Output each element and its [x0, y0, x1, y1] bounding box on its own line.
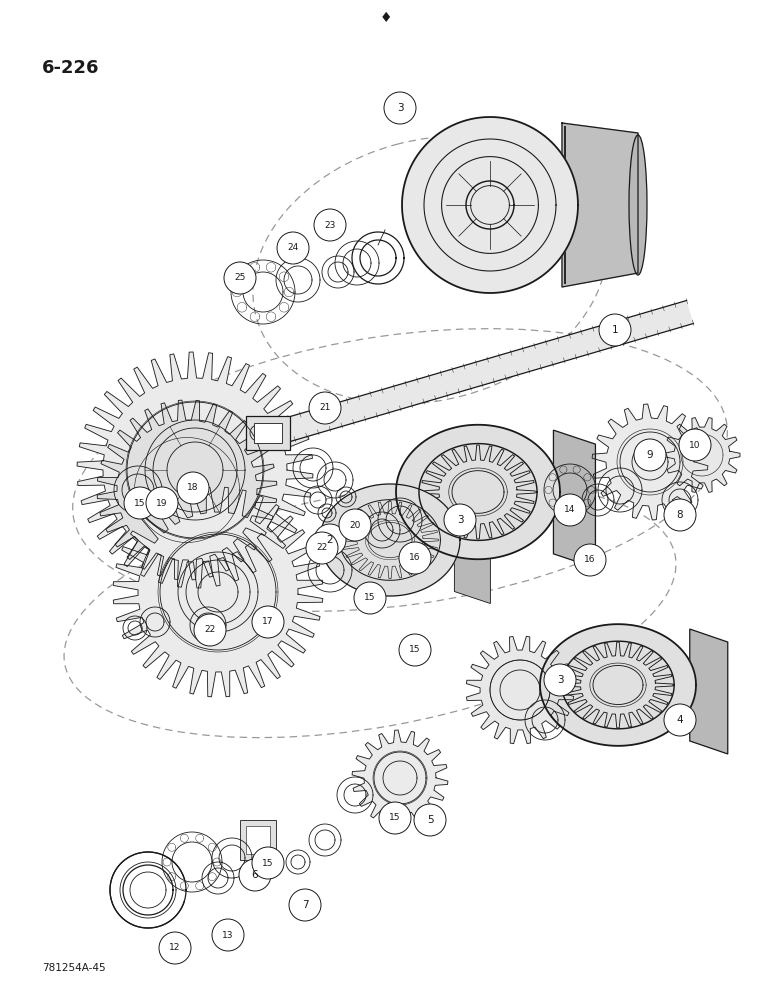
Text: 22: 22: [205, 626, 215, 635]
Circle shape: [277, 232, 309, 264]
Circle shape: [250, 425, 266, 441]
Text: 16: 16: [584, 556, 596, 564]
Polygon shape: [113, 487, 323, 697]
FancyBboxPatch shape: [246, 416, 290, 450]
Polygon shape: [342, 501, 438, 579]
Text: 3: 3: [557, 675, 564, 685]
Circle shape: [159, 932, 191, 964]
Text: 15: 15: [134, 498, 146, 508]
Text: 13: 13: [222, 930, 234, 940]
Text: 15: 15: [364, 593, 376, 602]
Text: 25: 25: [235, 273, 245, 282]
Text: 6: 6: [252, 870, 259, 880]
Text: 7: 7: [302, 900, 308, 910]
Polygon shape: [352, 730, 448, 826]
Circle shape: [194, 614, 226, 646]
Circle shape: [599, 314, 631, 346]
Circle shape: [544, 664, 576, 696]
Circle shape: [177, 472, 209, 504]
Polygon shape: [592, 404, 708, 520]
Text: 3: 3: [457, 515, 463, 525]
Text: 20: 20: [349, 520, 361, 530]
FancyBboxPatch shape: [254, 423, 282, 443]
Polygon shape: [664, 418, 740, 492]
FancyBboxPatch shape: [240, 820, 276, 860]
Circle shape: [146, 487, 178, 519]
Circle shape: [444, 504, 476, 536]
Circle shape: [679, 429, 711, 461]
Circle shape: [664, 704, 696, 736]
Circle shape: [399, 542, 431, 574]
Text: 15: 15: [262, 858, 274, 867]
Circle shape: [309, 392, 341, 424]
Text: 21: 21: [320, 403, 330, 412]
Polygon shape: [540, 624, 696, 746]
Circle shape: [289, 889, 321, 921]
Circle shape: [339, 509, 371, 541]
Text: 18: 18: [188, 484, 198, 492]
Circle shape: [379, 802, 411, 834]
Circle shape: [224, 262, 256, 294]
Polygon shape: [402, 117, 578, 293]
Polygon shape: [421, 445, 535, 539]
Text: 14: 14: [564, 506, 576, 514]
Polygon shape: [563, 642, 673, 728]
Circle shape: [124, 487, 156, 519]
Circle shape: [664, 499, 696, 531]
Polygon shape: [320, 484, 460, 596]
Polygon shape: [276, 300, 693, 444]
Text: 10: 10: [689, 440, 701, 450]
Text: 9: 9: [647, 450, 653, 460]
Text: 17: 17: [262, 617, 274, 626]
Circle shape: [239, 859, 271, 891]
Circle shape: [252, 847, 284, 879]
Text: 5: 5: [427, 815, 433, 825]
Text: 19: 19: [156, 498, 168, 508]
Circle shape: [314, 209, 346, 241]
Polygon shape: [455, 488, 490, 604]
Polygon shape: [689, 629, 728, 754]
Text: 24: 24: [287, 243, 299, 252]
Text: 4: 4: [677, 715, 683, 725]
FancyBboxPatch shape: [246, 826, 270, 854]
Text: 16: 16: [409, 554, 421, 562]
Text: 3: 3: [397, 103, 403, 113]
Polygon shape: [554, 430, 595, 568]
Polygon shape: [396, 425, 560, 559]
Circle shape: [314, 524, 346, 556]
Text: 6-226: 6-226: [42, 59, 100, 77]
Polygon shape: [562, 123, 638, 287]
Circle shape: [354, 582, 386, 614]
Circle shape: [384, 92, 416, 124]
Circle shape: [574, 544, 606, 576]
Text: 8: 8: [677, 510, 683, 520]
Circle shape: [399, 634, 431, 666]
Polygon shape: [466, 636, 574, 744]
Ellipse shape: [629, 135, 647, 275]
Text: 15: 15: [409, 646, 421, 654]
Text: ♦: ♦: [380, 11, 392, 25]
Circle shape: [414, 804, 446, 836]
Text: 1: 1: [611, 325, 618, 335]
Text: 22: 22: [317, 544, 327, 552]
Polygon shape: [97, 400, 277, 580]
Circle shape: [212, 919, 244, 951]
Text: 781254A-45: 781254A-45: [42, 963, 106, 973]
Circle shape: [252, 606, 284, 638]
Text: 12: 12: [169, 944, 181, 952]
Text: 15: 15: [389, 814, 401, 822]
Circle shape: [554, 494, 586, 526]
Text: 2: 2: [327, 535, 334, 545]
Circle shape: [634, 439, 666, 471]
Text: 23: 23: [324, 221, 336, 230]
Circle shape: [306, 532, 338, 564]
Polygon shape: [77, 352, 313, 588]
